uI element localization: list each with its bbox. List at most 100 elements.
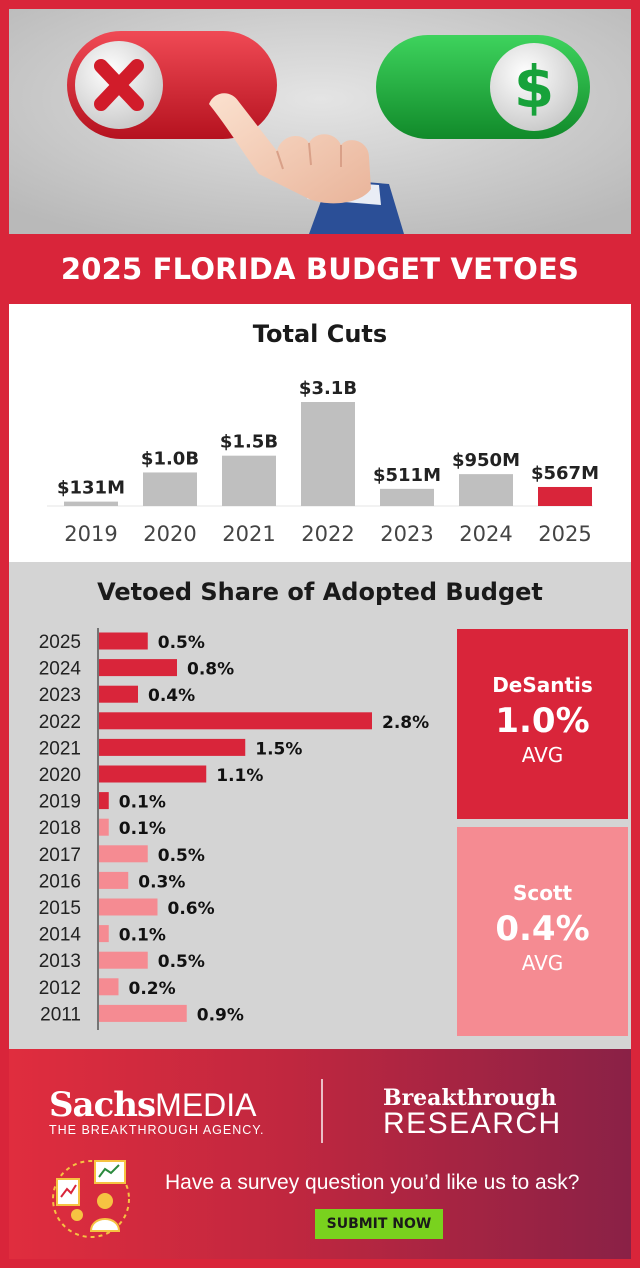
scott-avg-box: Scott 0.4% AVG bbox=[457, 827, 628, 1036]
total-cuts-title: Total Cuts bbox=[252, 320, 388, 348]
cuts-value-label-2022: $3.1B bbox=[299, 378, 357, 399]
share-year-label-2023: 2023 bbox=[39, 685, 81, 706]
cuts-value-label-2019: $131M bbox=[57, 478, 125, 499]
scott-avg-label: AVG bbox=[521, 951, 564, 975]
share-year-label-2017: 2017 bbox=[39, 845, 81, 866]
share-bar-2020 bbox=[99, 765, 207, 783]
share-bar-2014 bbox=[99, 925, 109, 943]
share-year-label-2021: 2021 bbox=[39, 738, 81, 759]
logo1-tagline: THE BREAKTHROUGH AGENCY. bbox=[49, 1123, 265, 1137]
cuts-value-label-2025: $567M bbox=[531, 463, 599, 484]
hero-svg: $ bbox=[9, 9, 631, 234]
cuts-bar-2021 bbox=[222, 455, 276, 506]
cuts-category-label-2023: 2023 bbox=[380, 522, 433, 546]
cuts-bar-2023 bbox=[380, 488, 434, 506]
share-value-label-2016: 0.3% bbox=[138, 872, 185, 892]
vetoed-share-chart: Vetoed Share of Adopted Budget 2025 0.5% 2… bbox=[9, 562, 631, 1049]
share-bar-2022 bbox=[99, 712, 372, 730]
cuts-category-label-2024: 2024 bbox=[459, 522, 512, 546]
cuts-bar-2024 bbox=[459, 474, 513, 506]
cuts-category-label-2020: 2020 bbox=[143, 522, 196, 546]
desantis-avg-value: 1.0% bbox=[495, 701, 590, 741]
share-bar-2021 bbox=[99, 738, 246, 756]
total-cuts-chart: Total Cuts $131M 2019 $1.0B 2020 $1.5B 2021 $3… bbox=[9, 304, 631, 562]
dollar-toggle-icon: $ bbox=[376, 35, 590, 139]
share-bar-2015 bbox=[99, 898, 158, 916]
submit-now-button[interactable]: SUBMIT NOW bbox=[315, 1209, 443, 1239]
breakthrough-research-logo[interactable]: Breakthrough RESEARCH bbox=[383, 1085, 562, 1141]
cuts-value-label-2023: $511M bbox=[373, 465, 441, 486]
share-bar-2012 bbox=[99, 978, 119, 996]
share-year-label-2022: 2022 bbox=[39, 712, 81, 733]
share-year-label-2014: 2014 bbox=[39, 925, 82, 946]
share-bar-2024 bbox=[99, 659, 177, 677]
share-value-label-2019: 0.1% bbox=[119, 793, 166, 813]
cuts-value-label-2020: $1.0B bbox=[141, 448, 199, 469]
logo1-main: Sachs bbox=[49, 1085, 156, 1125]
share-value-label-2011: 0.9% bbox=[197, 1005, 244, 1025]
cuts-category-label-2019: 2019 bbox=[64, 522, 117, 546]
share-value-label-2021: 1.5% bbox=[255, 739, 302, 759]
desantis-avg-label: AVG bbox=[521, 743, 564, 767]
logo-divider bbox=[321, 1079, 323, 1143]
sachs-media-logo[interactable]: SachsMEDIA THE BREAKTHROUGH AGENCY. bbox=[49, 1085, 264, 1137]
cuts-category-label-2025: 2025 bbox=[538, 522, 591, 546]
share-value-label-2025: 0.5% bbox=[158, 633, 205, 653]
cuts-value-label-2021: $1.5B bbox=[220, 432, 278, 453]
share-bar-2018 bbox=[99, 818, 109, 836]
survey-prompt: Have a survey question you’d like us to … bbox=[165, 1171, 580, 1194]
logo1-sub: MEDIA bbox=[155, 1087, 257, 1123]
share-value-label-2017: 0.5% bbox=[158, 846, 205, 866]
cuts-bar-2022 bbox=[301, 402, 355, 506]
pointing-hand-icon bbox=[209, 93, 404, 234]
vetoed-share-svg: 2025 0.5% 2024 0.8% 2023 0.4% 2022 2.8% 2021 1.5%… bbox=[39, 628, 429, 1030]
total-cuts-svg: $131M 2019 $1.0B 2020 $1.5B 2021 $3.1B 2022 $511… bbox=[47, 378, 599, 546]
share-value-label-2020: 1.1% bbox=[216, 766, 263, 786]
share-year-label-2024: 2024 bbox=[39, 659, 82, 680]
logo2-line1: Breakthrough bbox=[383, 1085, 557, 1111]
share-value-label-2024: 0.8% bbox=[187, 660, 234, 680]
share-year-label-2025: 2025 bbox=[39, 632, 81, 653]
page-title: 2025 FLORIDA BUDGET VETOES bbox=[60, 252, 580, 286]
cuts-category-label-2022: 2022 bbox=[301, 522, 354, 546]
share-bar-2016 bbox=[99, 871, 129, 889]
cuts-category-label-2021: 2021 bbox=[222, 522, 275, 546]
logo2-line2: RESEARCH bbox=[383, 1107, 562, 1140]
footer: SachsMEDIA THE BREAKTHROUGH AGENCY. Brea… bbox=[9, 1049, 631, 1259]
share-bar-2017 bbox=[99, 845, 148, 863]
share-value-label-2015: 0.6% bbox=[168, 899, 215, 919]
hero-illustration: $ bbox=[9, 9, 631, 234]
share-value-label-2013: 0.5% bbox=[158, 952, 205, 972]
share-value-label-2022: 2.8% bbox=[382, 713, 429, 733]
share-bar-2019 bbox=[99, 792, 109, 810]
vetoed-share-title: Vetoed Share of Adopted Budget bbox=[97, 578, 543, 606]
share-year-label-2019: 2019 bbox=[39, 792, 81, 813]
share-bar-2025 bbox=[99, 632, 148, 650]
share-year-label-2015: 2015 bbox=[39, 898, 81, 919]
share-value-label-2023: 0.4% bbox=[148, 686, 195, 706]
share-value-label-2012: 0.2% bbox=[129, 979, 176, 999]
share-year-label-2012: 2012 bbox=[39, 978, 81, 999]
share-year-label-2011: 2011 bbox=[40, 1004, 81, 1025]
share-year-label-2020: 2020 bbox=[39, 765, 81, 786]
cuts-bar-2019 bbox=[64, 501, 118, 506]
share-bar-2023 bbox=[99, 685, 138, 703]
desantis-name: DeSantis bbox=[492, 673, 593, 697]
share-year-label-2016: 2016 bbox=[39, 871, 81, 892]
share-bar-2011 bbox=[99, 1004, 187, 1022]
title-band: 2025 FLORIDA BUDGET VETOES bbox=[9, 234, 631, 304]
share-year-label-2013: 2013 bbox=[39, 951, 81, 972]
share-year-label-2018: 2018 bbox=[39, 818, 81, 839]
share-value-label-2014: 0.1% bbox=[119, 926, 166, 946]
share-bar-2013 bbox=[99, 951, 148, 969]
svg-text:$: $ bbox=[514, 53, 554, 121]
cuts-value-label-2024: $950M bbox=[452, 450, 520, 471]
scott-avg-value: 0.4% bbox=[495, 909, 590, 949]
cuts-bar-2025 bbox=[538, 486, 592, 506]
share-value-label-2018: 0.1% bbox=[119, 819, 166, 839]
scott-name: Scott bbox=[512, 881, 573, 905]
survey-people-icon bbox=[49, 1157, 133, 1246]
desantis-avg-box: DeSantis 1.0% AVG bbox=[457, 629, 628, 819]
cuts-bar-2020 bbox=[143, 472, 197, 506]
